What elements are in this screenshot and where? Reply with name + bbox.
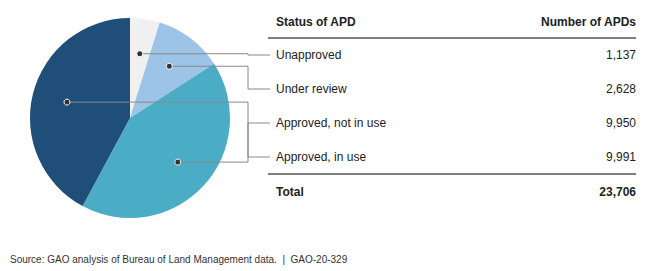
- svg-text:Unapproved: Unapproved: [276, 48, 341, 62]
- svg-text:Number of APDs: Number of APDs: [541, 15, 636, 29]
- svg-text:Approved, not in use: Approved, not in use: [276, 116, 386, 130]
- svg-text:Source: GAO analysis of Bureau: Source: GAO analysis of Bureau of Land M…: [10, 254, 348, 265]
- svg-text:Approved, in use: Approved, in use: [276, 150, 366, 164]
- svg-text:9,991: 9,991: [606, 150, 636, 164]
- svg-text:Total: Total: [276, 185, 304, 199]
- svg-text:Status of APD: Status of APD: [276, 15, 356, 29]
- svg-text:2,628: 2,628: [606, 82, 636, 96]
- svg-text:Under review: Under review: [276, 82, 347, 96]
- svg-text:9,950: 9,950: [606, 116, 636, 130]
- svg-text:23,706: 23,706: [599, 185, 636, 199]
- svg-text:1,137: 1,137: [606, 48, 636, 62]
